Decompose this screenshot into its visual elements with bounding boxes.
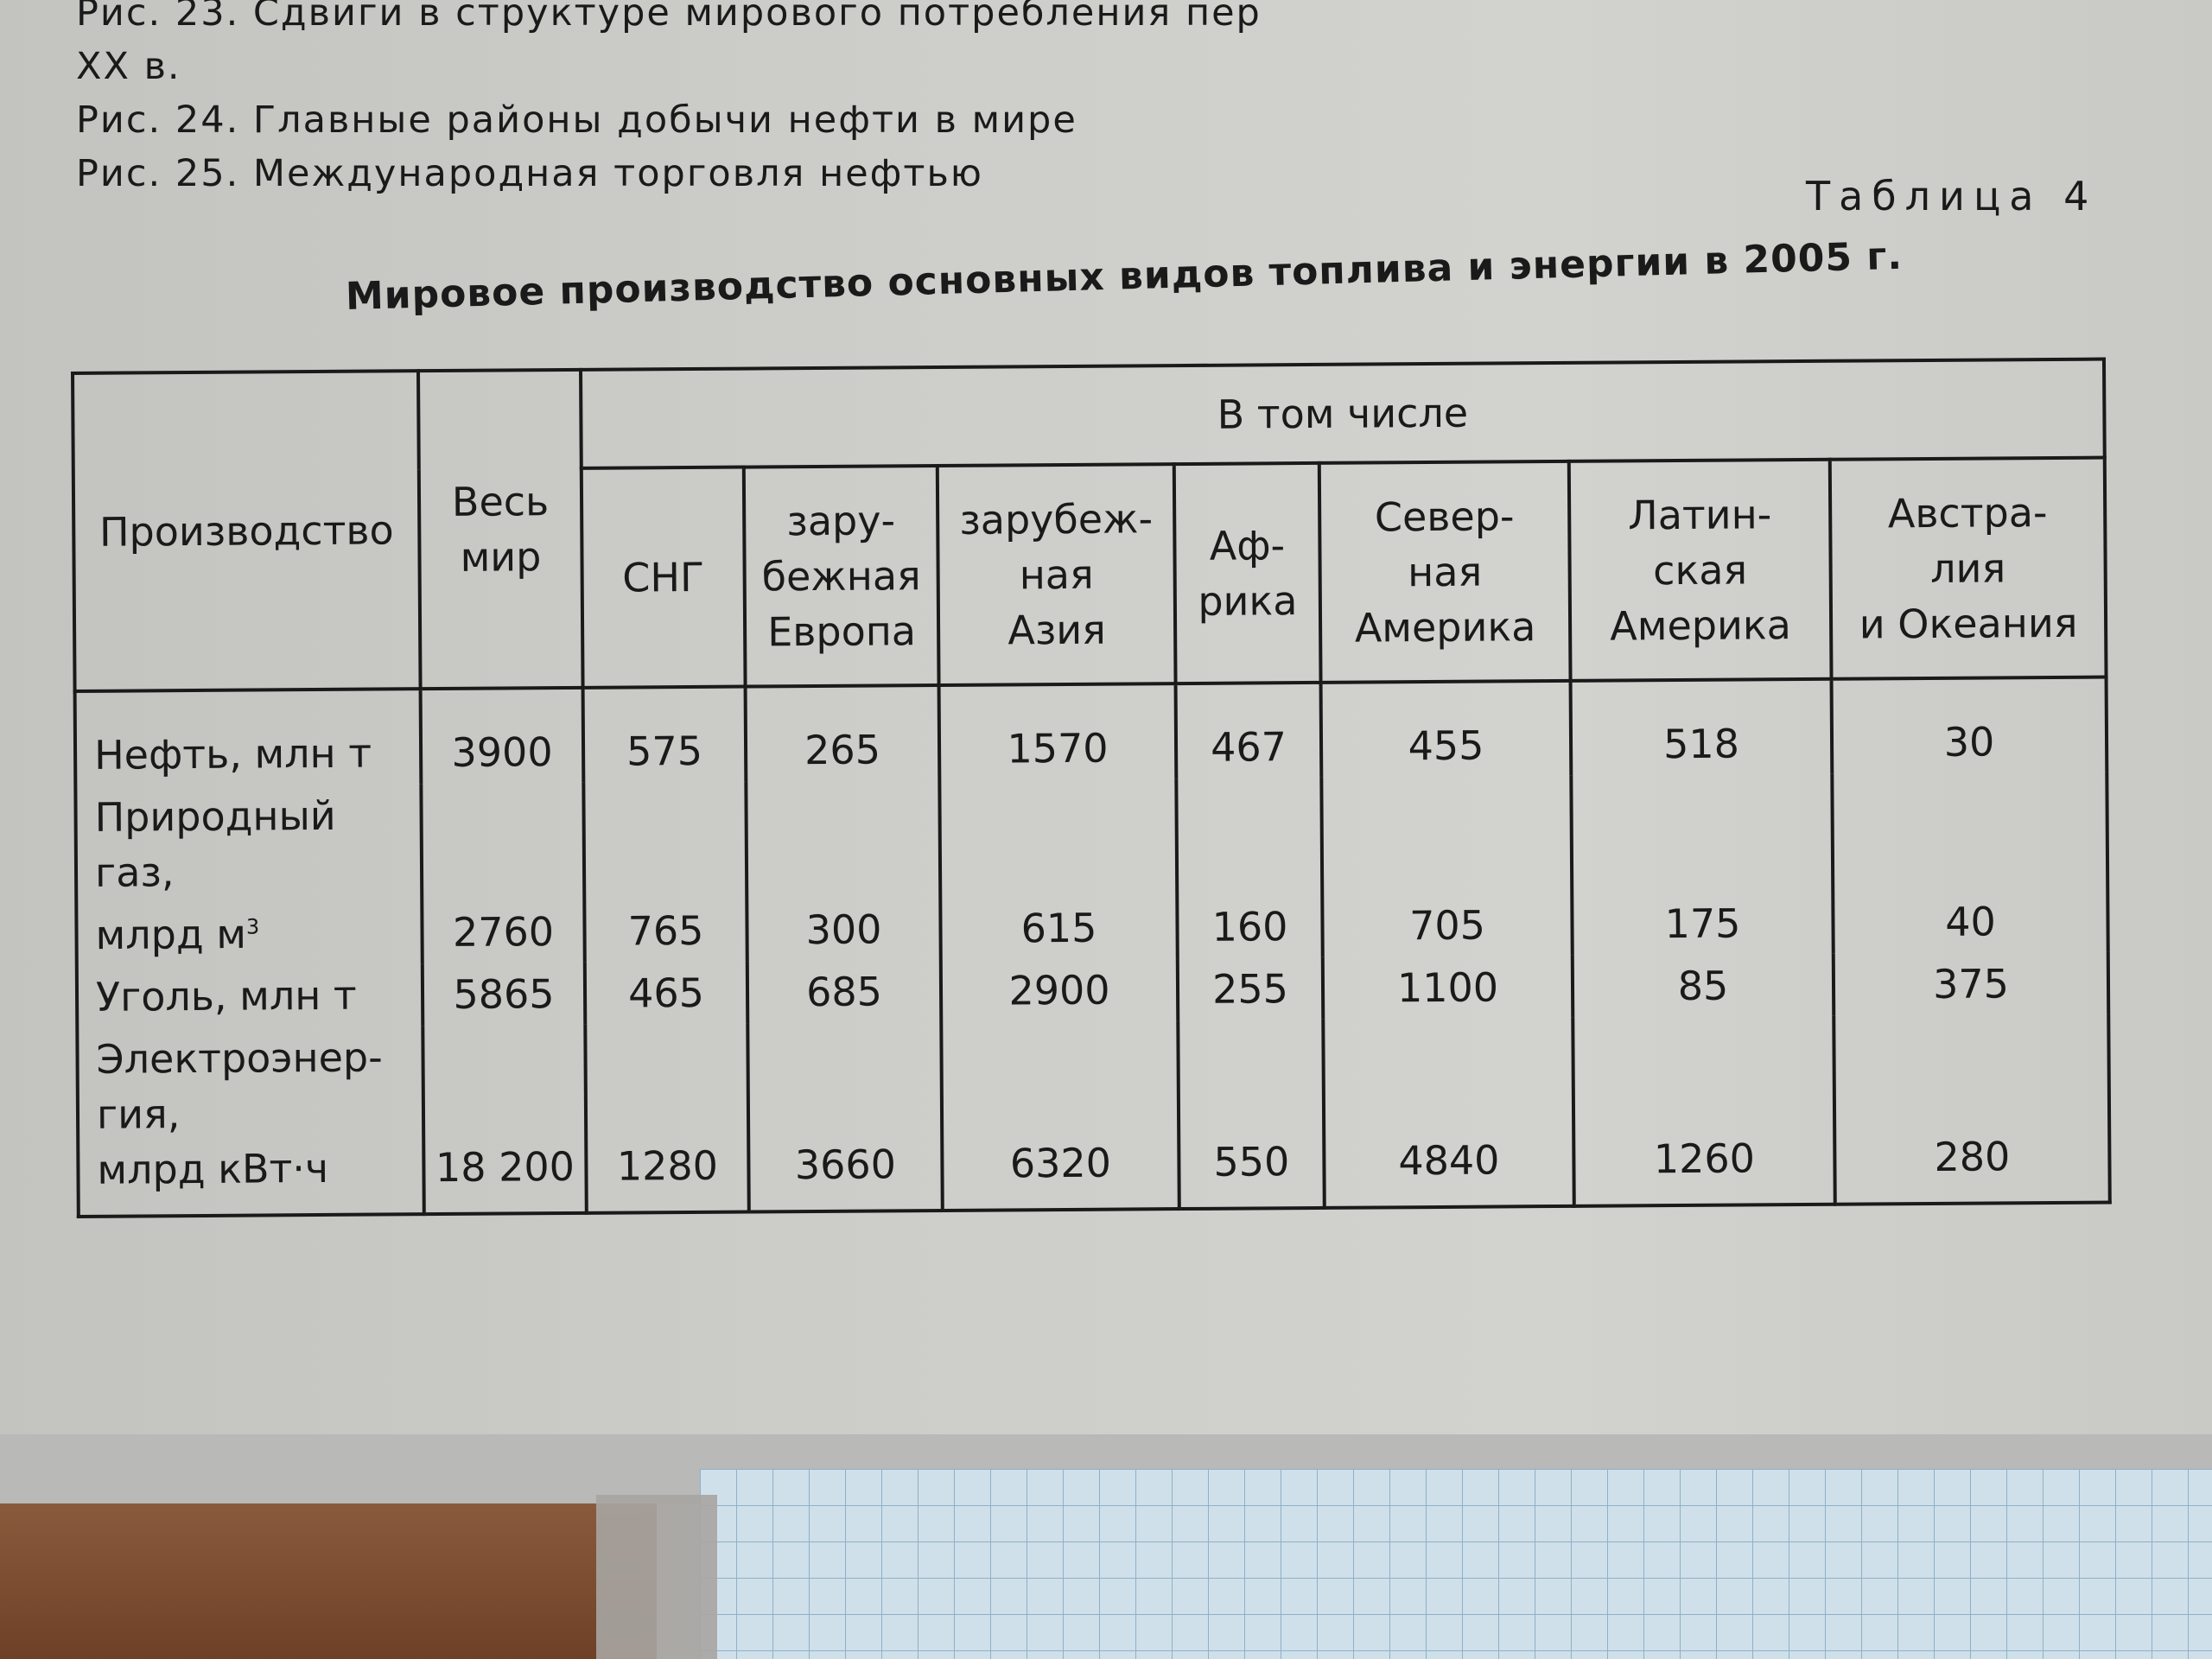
table-cell: 265 [745, 684, 940, 782]
table-cell: 455 [1320, 680, 1572, 778]
header-line: ная [1408, 548, 1483, 596]
row-label-line: Природный газ, [94, 791, 336, 896]
table-cell: 280 [1834, 1014, 2110, 1205]
table-cell: 575 [582, 686, 747, 783]
unit-superscript: 3 [245, 914, 260, 939]
header-region: Латин-ская Америка [1568, 459, 1832, 681]
table-cell: 550 [1178, 1020, 1325, 1210]
table-cell: 615 [939, 779, 1178, 961]
header-production: Производство [73, 371, 421, 691]
wooden-table [0, 1503, 657, 1659]
table-cell: 518 [1570, 678, 1833, 776]
row-label-line: Нефть, млн т [93, 729, 372, 779]
caption-25: Рис. 25. Международная торговля нефтью [76, 152, 984, 195]
table-cell: 685 [747, 960, 942, 1024]
table-cell: 3900 [420, 687, 584, 785]
book-page [0, 0, 2212, 1452]
table-cell: 40 [1832, 772, 2108, 955]
table-cell: 300 [746, 779, 941, 962]
row-label: Уголь, млн т [76, 963, 423, 1029]
table-cell: 30 [1831, 677, 2107, 774]
header-line: Азия [1007, 606, 1107, 654]
table-cell: 160 [1176, 777, 1323, 959]
header-line: лия [1929, 544, 2006, 592]
caption-23: Рис. 23. Сдвиги в структуре мирового пот… [76, 0, 1262, 35]
table-cell: 765 [583, 781, 747, 963]
table-cell: 1100 [1322, 956, 1573, 1020]
table-cell: 85 [1572, 954, 1834, 1019]
table-cell: 255 [1177, 957, 1324, 1021]
data-table: Производство Весь мир В том числе СНГ зару… [71, 358, 2112, 1219]
header-line: Австра- [1887, 489, 2048, 537]
table-cell: 18 200 [423, 1025, 587, 1215]
table-cell: 465 [584, 961, 748, 1026]
row-label-line: Уголь, млн т [95, 972, 357, 1021]
header-region: Север-ная Америка [1319, 461, 1571, 683]
header-line: зарубеж- [959, 495, 1154, 543]
header-region: Австра-лия и Океания [1829, 457, 2107, 679]
header-line: зару- [786, 497, 896, 545]
table-cell: 375 [1833, 951, 2109, 1017]
header-line: СНГ [622, 553, 705, 601]
row-label: Электроэнер-гия, млрд кВт·ч [77, 1026, 424, 1217]
figure-captions: Рис. 23. Сдвиги в структуре мирового пот… [76, 0, 1262, 200]
table-cell: 6320 [941, 1020, 1179, 1211]
header-line: бежная [761, 552, 921, 601]
row-label-line: млрд кВт·ч [97, 1145, 329, 1194]
row-label-line: гия, [96, 1090, 181, 1139]
graph-paper-notebook [700, 1469, 2212, 1659]
table-cell: 175 [1571, 773, 1834, 957]
table-row: Природный газ, млрд м3 2760 765 300 615 160 705… [75, 772, 2108, 967]
header-line: Америка [1610, 601, 1792, 650]
header-line: ская [1652, 546, 1748, 594]
table-cell: 2760 [421, 782, 585, 964]
header-region: СНГ [581, 467, 746, 688]
table-cell: 2900 [940, 958, 1179, 1023]
header-including: В том числе [580, 359, 2105, 468]
table-row: Электроэнер-гия, млрд кВт·ч 18 200 1280 3660… [77, 1014, 2110, 1217]
header-line: Север- [1374, 493, 1515, 541]
header-line: Европа [767, 607, 917, 656]
row-label-line: млрд м [95, 910, 247, 959]
table-row: Нефть, млн т 3900 575 265 1570 467 455 518 30 [74, 677, 2107, 786]
plastic-cover [596, 1495, 717, 1659]
table-cell: 3660 [747, 1022, 943, 1212]
row-label: Нефть, млн т [74, 689, 422, 786]
table-cell: 5865 [422, 963, 586, 1027]
table-number: Таблица 4 [1806, 173, 2098, 219]
header-line: и Океания [1859, 599, 2078, 648]
header-line: ная [1019, 550, 1094, 599]
table-cell: 1570 [938, 683, 1177, 780]
header-region: Аф-рика [1173, 462, 1321, 684]
table-cell: 1280 [585, 1023, 749, 1214]
header-world: Весь мир [418, 369, 583, 690]
caption-24: Рис. 24. Главные районы добычи нефти в м… [76, 99, 1077, 142]
table-cell: 467 [1175, 682, 1322, 779]
caption-23-cont: XX в. [76, 45, 181, 88]
table-cell: 4840 [1323, 1018, 1574, 1209]
header-line: Америка [1354, 603, 1536, 652]
header-line: рика [1198, 577, 1298, 625]
header-line: Латин- [1627, 491, 1772, 539]
header-line: Аф- [1209, 522, 1286, 569]
row-label-line: Электроэнер- [96, 1033, 383, 1084]
header-region: зару-бежная Европа [743, 466, 939, 687]
header-region: зарубеж-ная Азия [937, 464, 1176, 685]
row-label: Природный газ, млрд м3 [75, 784, 423, 967]
table-cell: 705 [1321, 775, 1573, 958]
table-cell: 1260 [1573, 1016, 1835, 1207]
